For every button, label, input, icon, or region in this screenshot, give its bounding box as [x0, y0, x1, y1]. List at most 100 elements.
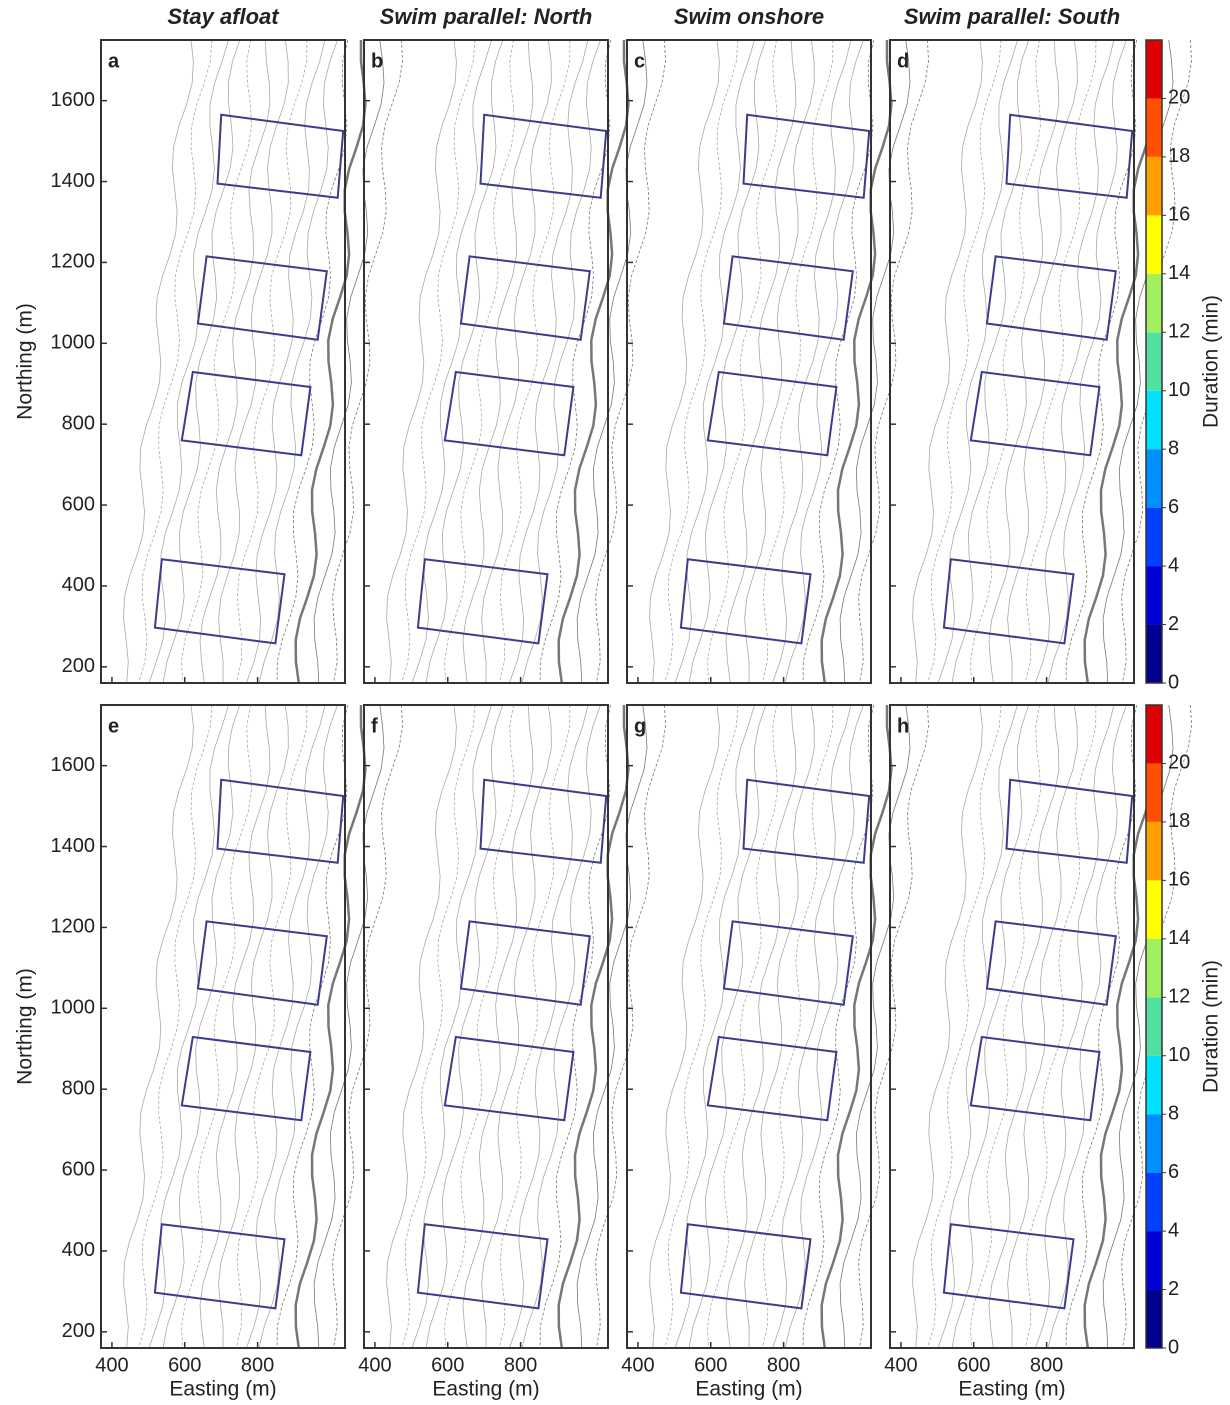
- colorbar-band: [1146, 1055, 1162, 1115]
- panel: d: [889, 39, 1192, 684]
- colorbar-band: [1146, 156, 1162, 216]
- bathymetry-contour: [258, 704, 338, 1349]
- colorbar-tick-label: 14: [1168, 262, 1190, 284]
- colorbar-tick-label: 10: [1168, 1044, 1190, 1066]
- x-axis-label: Easting (m): [695, 1378, 802, 1401]
- bathymetry-contour: [951, 39, 1030, 684]
- bathymetry-contour: [595, 704, 666, 1349]
- bathymetry-contour: [162, 39, 241, 684]
- y-axis-label: Northing (m): [14, 303, 37, 420]
- y-tick-label: 400: [62, 574, 95, 596]
- colorbar-tick-label: 2: [1168, 613, 1179, 635]
- bathymetry-contour: [951, 704, 1030, 1349]
- colorbar-frame: [1145, 39, 1163, 684]
- colorbar-tick-label: 20: [1168, 87, 1190, 109]
- study-region: [1005, 778, 1134, 864]
- bathymetry-contour: [1035, 39, 1115, 684]
- study-region: [479, 113, 608, 199]
- bathymetry-contour: [332, 39, 403, 684]
- y-tick-label: 1600: [51, 89, 96, 111]
- colorbar-tick-label: 0: [1168, 1336, 1179, 1358]
- study-region: [942, 1223, 1075, 1310]
- colorbar-band: [1146, 566, 1162, 625]
- study-region: [479, 778, 608, 864]
- y-tick-label: 1000: [51, 997, 96, 1019]
- bathymetry-contour: [988, 39, 1060, 684]
- colorbar-tick-label: 6: [1168, 1161, 1179, 1183]
- bathymetry-contour: [199, 39, 271, 684]
- panel-letter: h: [897, 715, 909, 737]
- study-region: [1005, 113, 1134, 199]
- colorbar-band: [1146, 215, 1162, 274]
- y-tick-label: 200: [62, 1320, 95, 1342]
- panel-letter: a: [108, 50, 120, 72]
- column-title: Swim parallel: South: [904, 4, 1120, 29]
- colorbar-band: [1146, 273, 1162, 333]
- bathymetry-contour: [970, 39, 1041, 684]
- colorbar-label: Duration (min): [1200, 960, 1223, 1093]
- x-tick-label: 400: [884, 1354, 917, 1376]
- colorbar-band: [1146, 98, 1162, 157]
- bathymetry-contour: [235, 704, 308, 1349]
- panel-frame: [889, 704, 1135, 1349]
- colorbar-band: [1146, 997, 1162, 1056]
- x-tick-label: 800: [1030, 1354, 1063, 1376]
- y-tick-label: 1200: [51, 251, 96, 273]
- y-axis-label: Northing (m): [14, 968, 37, 1085]
- panel-frame: [889, 39, 1135, 684]
- bathymetry-contour: [1065, 39, 1138, 684]
- colorbar-band: [1146, 624, 1162, 683]
- colorbar-tick-label: 14: [1168, 927, 1190, 949]
- study-region: [985, 255, 1117, 341]
- colorbar-band: [1146, 1231, 1162, 1290]
- bathymetry-contour: [235, 39, 308, 684]
- bathymetry-contour: [276, 39, 349, 684]
- colorbar-band: [1146, 705, 1162, 764]
- y-tick-label: 1600: [51, 754, 96, 776]
- bathymetry-contour: [1024, 704, 1097, 1349]
- y-tick-label: 800: [62, 1077, 95, 1099]
- study-region: [416, 1223, 549, 1310]
- bathymetry-contour: [839, 39, 911, 684]
- panel: c: [626, 39, 929, 684]
- x-axis-label: Easting (m): [958, 1378, 1065, 1401]
- column-title: Stay afloat: [167, 4, 280, 29]
- study-region: [153, 558, 286, 645]
- bathymetry-contour: [744, 704, 815, 1349]
- colorbar-band: [1146, 1172, 1162, 1232]
- bathymetry-contour: [927, 704, 1002, 1349]
- bathymetry-contour: [498, 704, 571, 1349]
- bathymetry-contour: [1024, 39, 1097, 684]
- study-region: [679, 1223, 812, 1310]
- y-tick-label: 1400: [51, 835, 96, 857]
- panel: a 200 400 600 800 1000 1200 1400 1600 Northing (m…: [14, 39, 403, 684]
- bathymetry-contour: [802, 39, 875, 684]
- bathymetry-contour: [401, 704, 476, 1349]
- y-tick-label: 600: [62, 493, 95, 515]
- column-title: Swim parallel: North: [380, 4, 593, 29]
- colorbar-tick-label: 12: [1168, 986, 1190, 1008]
- colorbar-tick-label: 18: [1168, 145, 1190, 167]
- bathymetry-contour: [539, 39, 612, 684]
- colorbar-tick-label: 20: [1168, 752, 1190, 774]
- y-tick-label: 600: [62, 1158, 95, 1180]
- bathymetry-contour: [386, 704, 457, 1349]
- study-region: [679, 558, 812, 645]
- x-tick-label: 600: [694, 1354, 727, 1376]
- bathymetry-contour: [294, 705, 367, 1349]
- panel-letter: f: [371, 715, 378, 737]
- x-tick-label: 800: [504, 1354, 537, 1376]
- study-region: [706, 1035, 838, 1122]
- panel-frame: [100, 704, 346, 1349]
- bathymetry-contour: [858, 39, 929, 684]
- bathymetry-contour: [761, 39, 834, 684]
- bathymetry-contour: [649, 704, 720, 1349]
- bathymetry-contour: [557, 705, 630, 1349]
- bathymetry-contour: [313, 704, 385, 1349]
- study-region: [443, 370, 575, 457]
- x-tick-label: 600: [431, 1354, 464, 1376]
- colorbar-band: [1146, 40, 1162, 99]
- study-region: [722, 920, 854, 1006]
- y-tick-label: 1000: [51, 332, 96, 354]
- bathymetry-contour: [912, 39, 983, 684]
